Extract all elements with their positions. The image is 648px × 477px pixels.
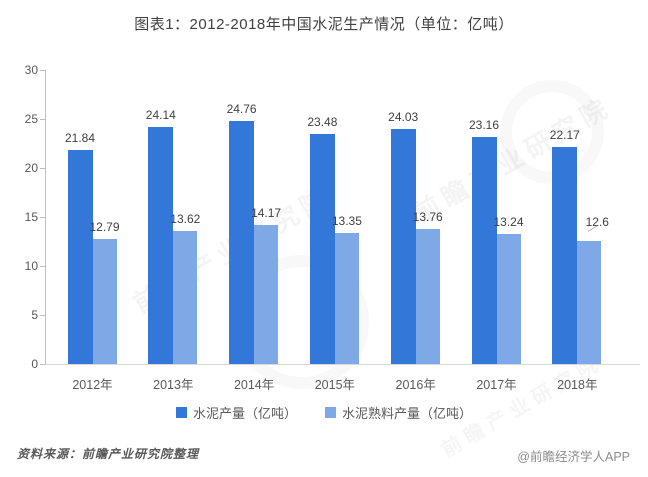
y-axis-tick bbox=[40, 364, 45, 365]
value-label: 21.84 bbox=[64, 130, 96, 145]
value-label: 12.6 bbox=[585, 214, 609, 229]
legend-label-cement: 水泥产量（亿吨） bbox=[192, 406, 297, 421]
value-label: 13.35 bbox=[331, 214, 362, 229]
bar-clinker-2012年 bbox=[92, 238, 117, 364]
value-label: 14.17 bbox=[251, 206, 282, 221]
bar-cement-2017年 bbox=[471, 137, 497, 364]
value-label: 24.14 bbox=[145, 108, 176, 123]
value-label: 23.16 bbox=[468, 118, 500, 133]
legend: 水泥产量（亿吨） 水泥熟料产量（亿吨） bbox=[0, 403, 648, 422]
legend-item-clinker: 水泥熟料产量（亿吨） bbox=[325, 403, 472, 422]
y-axis-tick-label: 20 bbox=[24, 161, 38, 175]
y-axis-tick bbox=[40, 168, 45, 169]
x-axis-tick-label: 2014年 bbox=[233, 378, 275, 392]
chart-title: 图表1：2012-2018年中国水泥生产情况（单位：亿吨） bbox=[134, 16, 514, 33]
value-label: 23.48 bbox=[307, 114, 338, 129]
bar-clinker-2018年 bbox=[577, 240, 602, 364]
bar-clinker-2016年 bbox=[415, 229, 440, 364]
x-axis-tick-label: 2013年 bbox=[153, 378, 194, 392]
y-axis-tick bbox=[40, 315, 45, 316]
legend-item-cement: 水泥产量（亿吨） bbox=[175, 403, 297, 422]
source-note: 资料来源：前瞻产业研究院整理 bbox=[17, 447, 200, 461]
value-label: 12.79 bbox=[89, 219, 120, 234]
bar-clinker-2015年 bbox=[334, 233, 359, 364]
x-axis-tick-label: 2017年 bbox=[476, 378, 517, 392]
x-axis-tick-label: 2012年 bbox=[72, 378, 113, 392]
y-axis-tick bbox=[40, 217, 45, 218]
value-label: 13.24 bbox=[493, 215, 524, 230]
value-label: 24.76 bbox=[226, 102, 257, 117]
credit-note: @前瞻经济学人APP bbox=[517, 450, 630, 464]
y-axis-tick-label: 5 bbox=[31, 308, 38, 322]
y-axis-tick bbox=[40, 119, 45, 120]
bar-cement-2015年 bbox=[309, 133, 335, 364]
plot-area: 21.84 12.79 24.14 13.62 24.76 14.17 23.48 13.35… bbox=[45, 70, 640, 364]
bar-cement-2018年 bbox=[552, 146, 578, 364]
x-axis bbox=[45, 364, 640, 365]
x-axis-tick-label: 2015年 bbox=[314, 378, 356, 392]
legend-marker-clinker-icon bbox=[325, 407, 336, 418]
y-axis-tick bbox=[40, 70, 45, 71]
bar-clinker-2014年 bbox=[254, 225, 279, 364]
y-axis-tick-label: 30 bbox=[24, 63, 38, 77]
bar-clinker-2017年 bbox=[496, 234, 521, 364]
x-axis-tick-label: 2018年 bbox=[557, 378, 598, 392]
bar-cement-2012年 bbox=[67, 149, 93, 364]
value-label: 22.17 bbox=[549, 127, 580, 142]
bar-clinker-2013年 bbox=[173, 230, 198, 364]
legend-marker-cement-icon bbox=[175, 407, 187, 418]
y-axis-tick bbox=[40, 266, 45, 267]
y-axis-tick-label: 25 bbox=[24, 112, 38, 126]
legend-label-clinker: 水泥熟料产量（亿吨） bbox=[342, 406, 473, 421]
y-axis-tick-label: 0 bbox=[31, 357, 38, 371]
x-axis-tick-label: 2016年 bbox=[395, 378, 436, 392]
value-label: 13.76 bbox=[412, 210, 443, 225]
value-label: 24.03 bbox=[388, 109, 419, 124]
y-axis bbox=[45, 70, 46, 365]
bar-cement-2013年 bbox=[148, 127, 174, 364]
bar-cement-2016年 bbox=[390, 128, 416, 364]
value-label: 13.62 bbox=[170, 211, 201, 226]
y-axis-tick-label: 15 bbox=[24, 210, 38, 224]
y-axis-tick-label: 10 bbox=[24, 259, 38, 273]
bar-cement-2014年 bbox=[229, 121, 255, 364]
